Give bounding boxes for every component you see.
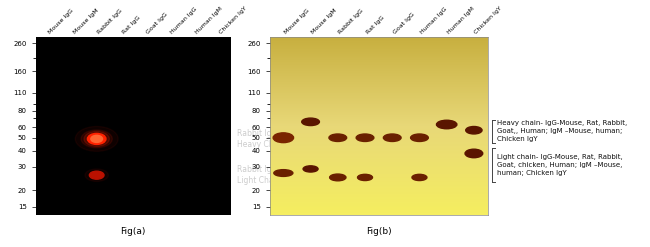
Ellipse shape [465,149,483,158]
Ellipse shape [302,118,319,125]
Ellipse shape [384,134,401,142]
Ellipse shape [274,170,293,176]
Text: Rabbit IgG: Rabbit IgG [338,8,365,35]
Ellipse shape [75,126,118,151]
Text: Goat IgG: Goat IgG [146,12,169,35]
Text: Chicken IgY: Chicken IgY [474,6,503,35]
Text: Rabbit IgG: Rabbit IgG [97,8,124,35]
Text: Rat IgG: Rat IgG [365,15,385,35]
Text: Mouse IgG: Mouse IgG [48,8,75,35]
Text: Chicken IgY: Chicken IgY [218,6,248,35]
Ellipse shape [85,169,109,181]
Text: Rabbit IgG
Heavy Chain: Rabbit IgG Heavy Chain [237,129,285,149]
Text: Fig(a): Fig(a) [120,227,146,236]
Ellipse shape [356,134,374,142]
Ellipse shape [273,133,294,143]
Text: Fig(b): Fig(b) [366,227,391,236]
Ellipse shape [465,126,482,134]
Ellipse shape [330,174,346,181]
Text: Human IgG: Human IgG [170,7,198,35]
Ellipse shape [358,174,372,181]
Text: Human IgG: Human IgG [419,7,448,35]
Ellipse shape [303,166,318,172]
Ellipse shape [81,130,112,148]
Text: Goat IgG: Goat IgG [392,12,415,35]
Text: Mouse IgM: Mouse IgM [311,8,338,35]
Ellipse shape [84,131,109,146]
Text: Rat IgG: Rat IgG [121,15,141,35]
Text: Heavy chain- IgG-Mouse, Rat, Rabbit,
Goat,, Human; IgM –Mouse, human;
Chicken Ig: Heavy chain- IgG-Mouse, Rat, Rabbit, Goa… [497,120,627,142]
Ellipse shape [412,174,427,181]
Ellipse shape [91,135,103,143]
Text: Human IgM: Human IgM [194,6,223,35]
Ellipse shape [436,120,457,129]
Ellipse shape [329,134,346,142]
Ellipse shape [87,133,106,144]
Ellipse shape [90,171,104,179]
Text: Light chain- IgG-Mouse, Rat, Rabbit,
Goat, chicken, Human; IgM –Mouse,
human; Ch: Light chain- IgG-Mouse, Rat, Rabbit, Goa… [497,154,623,176]
Text: Human IgM: Human IgM [447,6,476,35]
Ellipse shape [411,134,428,142]
Text: Rabbit IgG
Light Chain: Rabbit IgG Light Chain [237,165,280,185]
Text: Mouse IgG: Mouse IgG [283,8,310,35]
Text: Mouse IgM: Mouse IgM [72,8,99,35]
